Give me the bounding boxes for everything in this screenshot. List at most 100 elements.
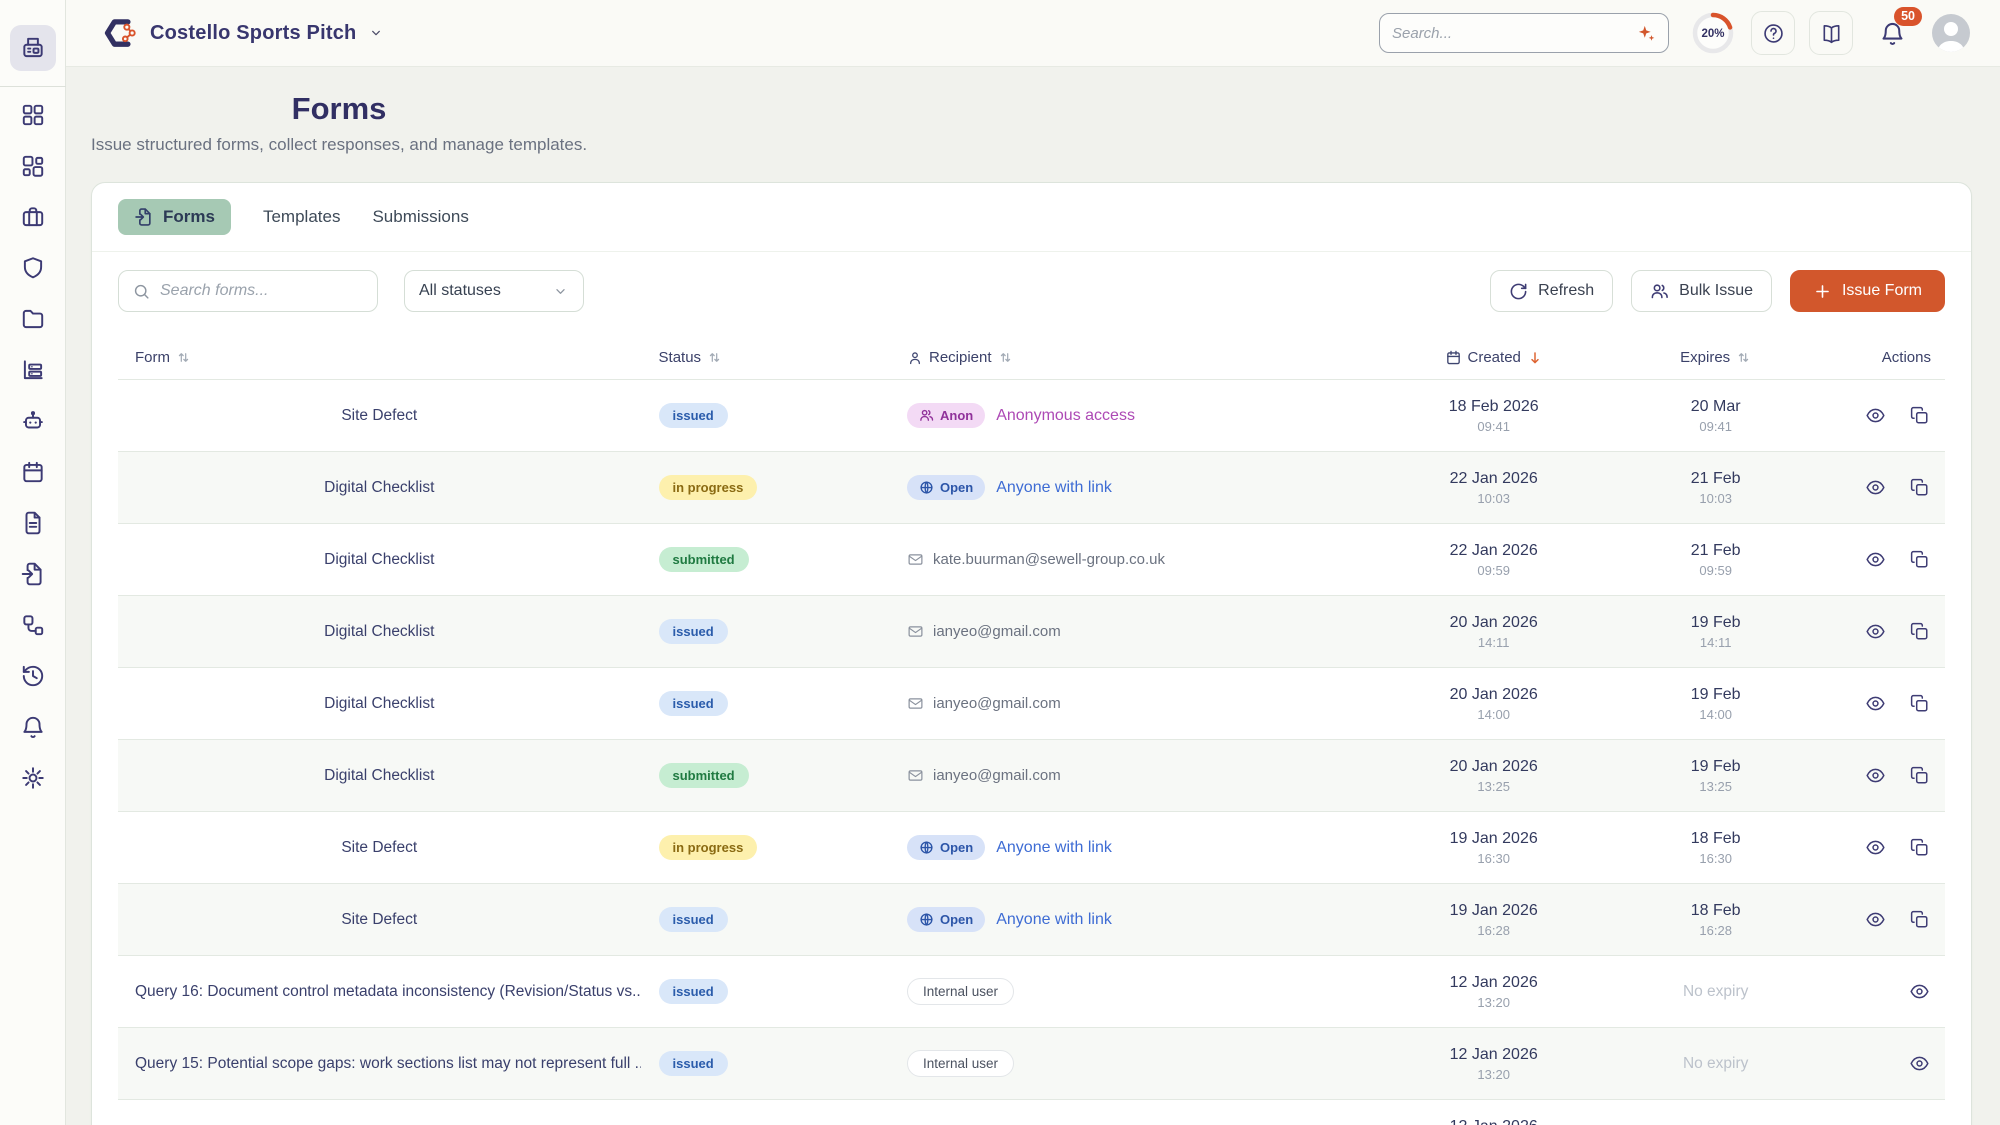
created-cell: 22 Jan 2026 10:03 [1399,470,1589,506]
tab-forms[interactable]: Forms [118,199,231,235]
expires-time: 16:28 [1699,922,1732,938]
sidebar-item-files[interactable] [19,305,47,333]
duplicate-button[interactable] [1903,616,1935,648]
view-button[interactable] [1859,688,1891,720]
created-date: 20 Jan 2026 [1449,685,1538,703]
recipient-email: ianyeo@gmail.com [907,695,1061,712]
recipient-link[interactable]: Anyone with link [996,910,1112,928]
docs-button[interactable] [1809,11,1853,55]
view-button[interactable] [1859,904,1891,936]
table-row[interactable]: Digital Checklist in progress Open Anyone… [118,452,1945,524]
duplicate-button[interactable] [1903,904,1935,936]
form-name: Site Defect [341,406,418,424]
usage-percent-label: 20% [1701,28,1724,40]
column-header-form[interactable]: Form [118,349,641,366]
refresh-button[interactable]: Refresh [1490,270,1614,312]
table-row[interactable]: Site Defect issued Anon Anonymous access … [118,380,1945,452]
table-row[interactable]: Digital Checklist issued ianyeo@gmail.co… [118,596,1945,668]
column-header-created[interactable]: Created [1399,349,1589,366]
duplicate-button[interactable] [1903,832,1935,864]
sidebar-item-dashboard[interactable] [19,101,47,129]
sidebar-item-projects[interactable] [19,203,47,231]
notifications-button[interactable]: 50 [1879,6,1922,47]
sidebar-item-documents[interactable] [19,509,47,537]
global-search[interactable] [1379,13,1669,53]
recipient-link[interactable]: Anonymous access [996,406,1135,424]
sidebar-item-reports[interactable] [19,356,47,384]
tab-submissions[interactable]: Submissions [372,207,469,226]
user-avatar[interactable] [1932,14,1970,52]
view-button[interactable] [1859,832,1891,864]
help-button[interactable] [1751,11,1795,55]
created-cell: 19 Jan 2026 16:28 [1399,902,1589,938]
duplicate-button[interactable] [1903,760,1935,792]
sidebar-item-notifications[interactable] [19,713,47,741]
form-name: Query 16: Document control metadata inco… [135,982,641,1000]
sidebar-item-settings[interactable] [19,764,47,792]
status-badge: submitted [658,763,749,788]
created-date: 12 Jan 2026 [1449,973,1538,991]
sidebar-item-forms[interactable] [19,560,47,588]
column-header-expires[interactable]: Expires [1589,349,1843,366]
mail-icon [907,695,924,712]
table-row[interactable]: 12 Jan 2026 13:20 [118,1100,1945,1125]
sparkles-icon[interactable] [1636,23,1656,43]
expires-time: 09:41 [1699,418,1732,434]
column-header-status[interactable]: Status [641,349,889,366]
form-cell: Digital Checklist [118,479,641,497]
search-forms-box[interactable] [118,270,378,312]
recipient-link[interactable]: Anyone with link [996,478,1112,496]
usage-gauge[interactable]: 20% [1691,11,1735,55]
expires-time: 10:03 [1699,490,1732,506]
table-row[interactable]: Query 16: Document control metadata inco… [118,956,1945,1028]
table-row[interactable]: Site Defect in progress Open Anyone with … [118,812,1945,884]
sidebar-item-workflow[interactable] [19,611,47,639]
copy-icon [1909,909,1930,930]
issue-form-button[interactable]: Issue Form [1789,270,1945,312]
table-row[interactable]: Digital Checklist issued ianyeo@gmail.co… [118,668,1945,740]
sidebar-item-history[interactable] [19,662,47,690]
eye-icon [1909,981,1930,1002]
page-subtitle: Issue structured forms, collect response… [91,135,588,154]
duplicate-button[interactable] [1903,544,1935,576]
column-label: Form [135,349,170,366]
sidebar-item-security[interactable] [19,254,47,282]
created-time: 13:20 [1477,994,1510,1010]
global-search-input[interactable] [1392,24,1636,42]
view-button[interactable] [1859,544,1891,576]
table-row[interactable]: Query 15: Potential scope gaps: work sec… [118,1028,1945,1100]
view-button[interactable] [1859,760,1891,792]
sidebar-item-forms-queue-active[interactable] [9,25,56,71]
recipient-link[interactable]: Anyone with link [996,838,1112,856]
view-button[interactable] [1859,472,1891,504]
actions-cell [1843,904,1945,936]
search-forms-input[interactable] [160,282,368,300]
status-filter-select[interactable]: All statuses [404,270,584,312]
view-button[interactable] [1859,616,1891,648]
form-cell: Digital Checklist [118,623,641,641]
status-cell: issued [641,907,889,932]
tab-templates[interactable]: Templates [262,207,341,226]
sidebar-item-calendar[interactable] [19,458,47,486]
view-button[interactable] [1903,976,1935,1008]
view-button[interactable] [1903,1048,1935,1080]
duplicate-button[interactable] [1903,472,1935,504]
view-button[interactable] [1859,400,1891,432]
sidebar-item-widgets[interactable] [19,152,47,180]
status-cell: issued [641,691,889,716]
bulk-issue-button[interactable]: Bulk Issue [1631,270,1772,312]
duplicate-button[interactable] [1903,400,1935,432]
duplicate-button[interactable] [1903,688,1935,720]
open-badge: Open [906,835,986,860]
table-row[interactable]: Site Defect issued Open Anyone with link … [118,884,1945,956]
table-row[interactable]: Digital Checklist submitted kate.buurman… [118,524,1945,596]
created-cell: 20 Jan 2026 14:11 [1399,614,1589,650]
workspace-switcher[interactable]: Costello Sports Pitch [104,16,384,50]
eye-icon [1865,549,1886,570]
calendar-icon [1445,349,1462,366]
column-header-recipient[interactable]: Recipient [889,349,1399,366]
plus-icon [1813,282,1832,301]
table-row[interactable]: Digital Checklist submitted ianyeo@gmail… [118,740,1945,812]
sidebar-item-assistant[interactable] [19,407,47,435]
